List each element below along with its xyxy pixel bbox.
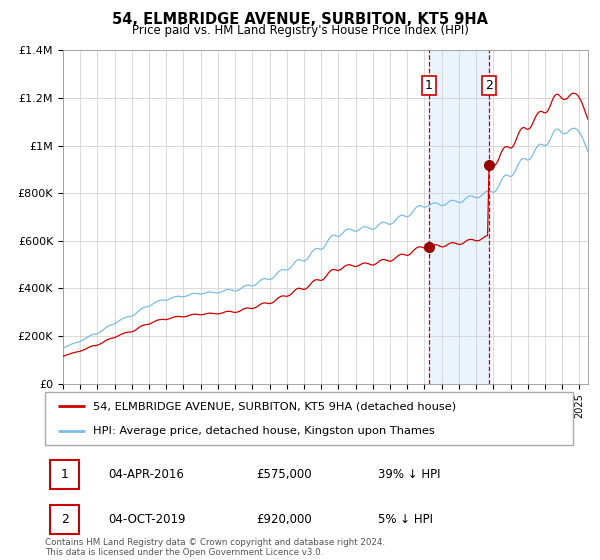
- Text: 1: 1: [425, 79, 433, 92]
- Text: 54, ELMBRIDGE AVENUE, SURBITON, KT5 9HA (detached house): 54, ELMBRIDGE AVENUE, SURBITON, KT5 9HA …: [92, 402, 455, 412]
- Text: £920,000: £920,000: [256, 513, 312, 526]
- Text: 2: 2: [61, 513, 69, 526]
- Bar: [50, 505, 79, 534]
- Text: HPI: Average price, detached house, Kingston upon Thames: HPI: Average price, detached house, King…: [92, 426, 434, 436]
- Text: 2: 2: [485, 79, 493, 92]
- Text: 04-APR-2016: 04-APR-2016: [109, 468, 184, 481]
- Text: Contains HM Land Registry data © Crown copyright and database right 2024.
This d: Contains HM Land Registry data © Crown c…: [45, 538, 385, 557]
- Text: £575,000: £575,000: [256, 468, 312, 481]
- Text: 5% ↓ HPI: 5% ↓ HPI: [377, 513, 433, 526]
- Bar: [50, 460, 79, 489]
- Bar: [429, 50, 489, 384]
- Text: 04-OCT-2019: 04-OCT-2019: [109, 513, 186, 526]
- Text: 1: 1: [61, 468, 69, 481]
- Text: 39% ↓ HPI: 39% ↓ HPI: [377, 468, 440, 481]
- Text: 54, ELMBRIDGE AVENUE, SURBITON, KT5 9HA: 54, ELMBRIDGE AVENUE, SURBITON, KT5 9HA: [112, 12, 488, 27]
- Text: Price paid vs. HM Land Registry's House Price Index (HPI): Price paid vs. HM Land Registry's House …: [131, 24, 469, 36]
